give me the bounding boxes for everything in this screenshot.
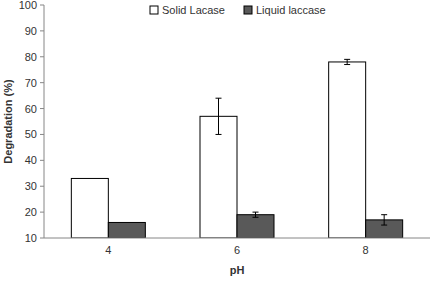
y-tick [40, 186, 44, 187]
bar [108, 222, 145, 238]
y-axis-title: Degradation (%) [2, 79, 14, 164]
y-tick-label: 30 [25, 180, 37, 192]
error-bars [216, 59, 388, 225]
y-tick [40, 160, 44, 161]
legend: Solid Lacase Liquid laccase [150, 4, 326, 16]
error-line [255, 212, 256, 217]
x-tick-label: 6 [234, 244, 240, 256]
y-tick-label: 40 [25, 154, 37, 166]
bar [200, 116, 237, 238]
y-tick [40, 5, 44, 6]
error-cap [344, 59, 350, 60]
error-bar [344, 59, 350, 64]
y-tick-label: 20 [25, 206, 37, 218]
y-tick-label: 90 [25, 25, 37, 37]
error-bar [253, 212, 259, 217]
error-line [218, 98, 219, 134]
error-cap [253, 217, 259, 218]
y-tick-label: 70 [25, 77, 37, 89]
y-tick [40, 82, 44, 83]
error-cap [216, 98, 222, 99]
chart-svg: 10 20 30 40 50 60 70 80 90 100 4 6 8 pH Degradation (%… [0, 0, 438, 282]
x-tick-label: 8 [363, 244, 369, 256]
bar [329, 62, 366, 238]
y-tick [40, 238, 44, 239]
legend-label: Liquid laccase [256, 4, 326, 16]
error-cap [344, 64, 350, 65]
bar [71, 178, 108, 238]
y-axis [44, 5, 45, 238]
y-tick [40, 108, 44, 109]
error-bar [216, 98, 222, 134]
y-tick-label: 100 [19, 0, 37, 11]
error-cap [381, 214, 387, 215]
y-tick [40, 134, 44, 135]
chart-container: 10 20 30 40 50 60 70 80 90 100 4 6 8 pH Degradation (%… [0, 0, 438, 282]
x-axis [44, 238, 430, 239]
error-cap [253, 212, 259, 213]
y-tick-label: 10 [25, 232, 37, 244]
y-tick [40, 212, 44, 213]
y-tick-label: 60 [25, 103, 37, 115]
y-tick-label: 50 [25, 128, 37, 140]
x-tick-label: 4 [105, 244, 111, 256]
x-axis-title: pH [230, 264, 245, 276]
y-tick-label: 80 [25, 51, 37, 63]
legend-swatch [244, 6, 252, 14]
error-cap [381, 225, 387, 226]
error-bar [381, 215, 387, 225]
bar [237, 215, 274, 238]
legend-swatch [150, 6, 158, 14]
y-tick [40, 30, 44, 31]
legend-label: Solid Lacase [162, 4, 225, 16]
error-line [347, 59, 348, 64]
y-tick [40, 56, 44, 57]
error-line [384, 215, 385, 225]
error-cap [216, 134, 222, 135]
bars [71, 62, 402, 238]
